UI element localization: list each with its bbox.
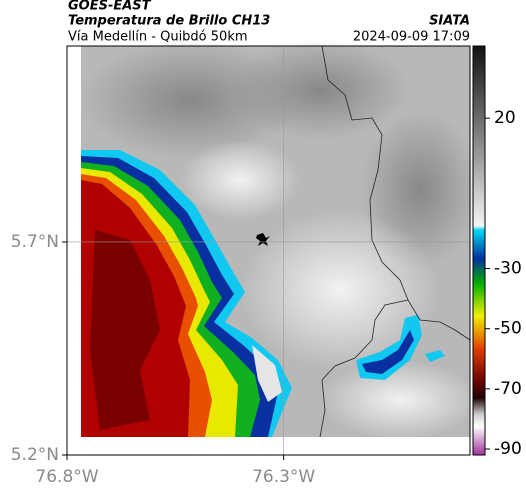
colorbar-tick-label: -30 bbox=[494, 259, 522, 279]
satellite-image bbox=[80, 40, 480, 440]
colorbar-tick-label: -90 bbox=[494, 439, 522, 459]
colorbar-tick-label: -70 bbox=[494, 379, 522, 399]
x-tick-label: 76.8°W bbox=[35, 467, 98, 487]
y-tick-label: 5.7°N bbox=[11, 232, 59, 252]
product: Temperatura de Brillo CH13 bbox=[68, 14, 270, 29]
source: SIATA bbox=[429, 14, 470, 29]
timestamp: 2024-09-09 17:09 bbox=[353, 30, 470, 45]
x-tick-label: 76.3°W bbox=[252, 467, 315, 487]
region: Vía Medellín - Quibdó 50km bbox=[68, 30, 248, 45]
colorbar bbox=[472, 45, 486, 456]
colorbar-tick-label: -50 bbox=[494, 319, 522, 339]
axes: 76.8°W 76.3°W 5.2°N 5.7°N 20 -30 -50 -70 -90 bbox=[11, 46, 522, 487]
y-tick-label: 5.2°N bbox=[11, 445, 59, 465]
colorbar-tick-label: 20 bbox=[494, 108, 516, 128]
satellite: GOES-EAST bbox=[68, 0, 152, 14]
map-frame bbox=[66, 45, 471, 456]
